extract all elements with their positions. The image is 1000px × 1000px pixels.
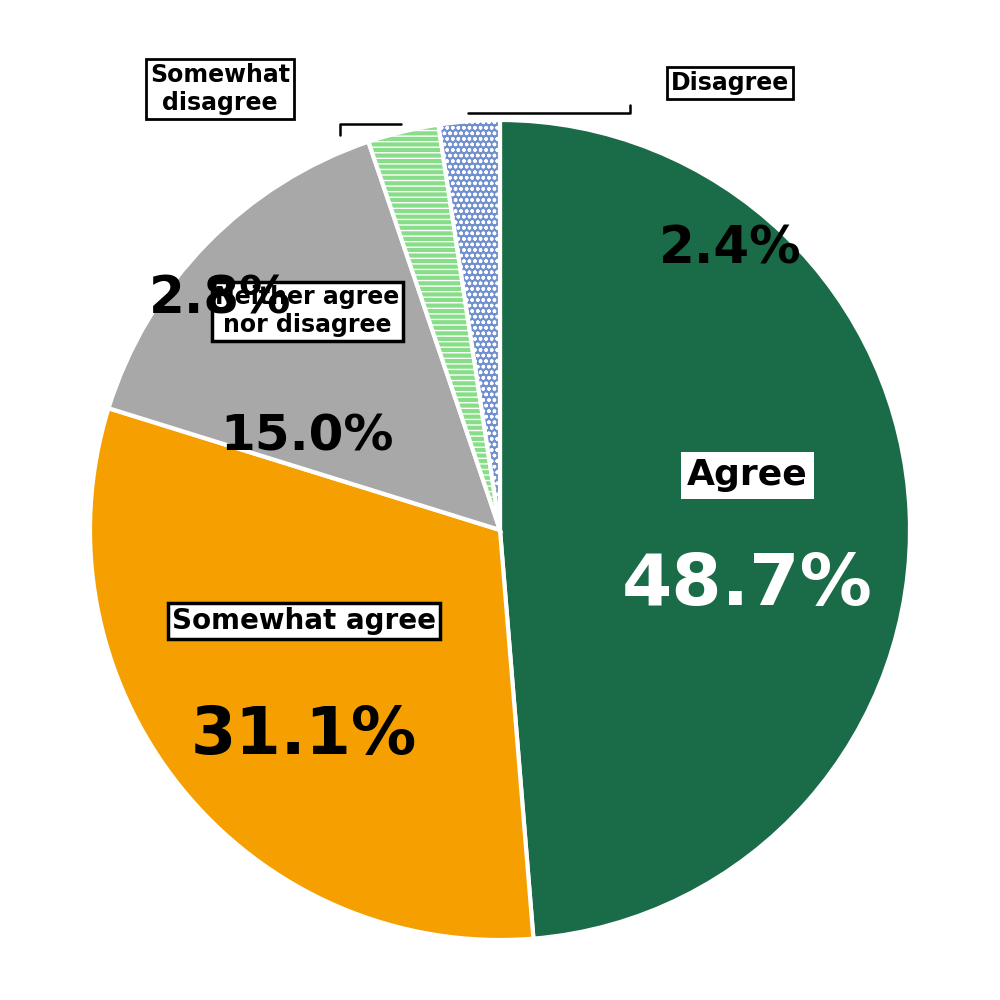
Wedge shape — [109, 142, 500, 530]
Wedge shape — [500, 120, 910, 939]
Text: 48.7%: 48.7% — [622, 551, 873, 620]
Text: Somewhat agree: Somewhat agree — [172, 607, 436, 635]
Text: Disagree: Disagree — [671, 71, 789, 95]
Wedge shape — [368, 125, 500, 530]
Wedge shape — [90, 408, 533, 940]
Text: 2.8%: 2.8% — [149, 275, 291, 325]
Text: Somewhat
disagree: Somewhat disagree — [150, 63, 290, 115]
Text: Agree: Agree — [687, 458, 808, 492]
Text: Neither agree
nor disagree: Neither agree nor disagree — [215, 285, 399, 337]
Text: 31.1%: 31.1% — [191, 704, 417, 768]
Text: 2.4%: 2.4% — [659, 225, 801, 275]
Wedge shape — [438, 120, 500, 530]
Text: 15.0%: 15.0% — [221, 412, 394, 460]
